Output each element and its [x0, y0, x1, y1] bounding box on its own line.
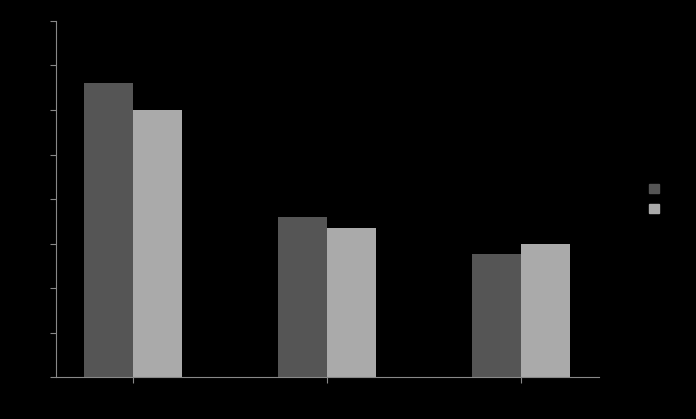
Bar	[84, 83, 133, 377]
Legend: , : ,	[649, 184, 659, 214]
Bar	[521, 243, 570, 377]
Bar	[472, 254, 521, 377]
Bar	[133, 110, 182, 377]
Bar	[327, 228, 377, 377]
Bar	[278, 217, 327, 377]
